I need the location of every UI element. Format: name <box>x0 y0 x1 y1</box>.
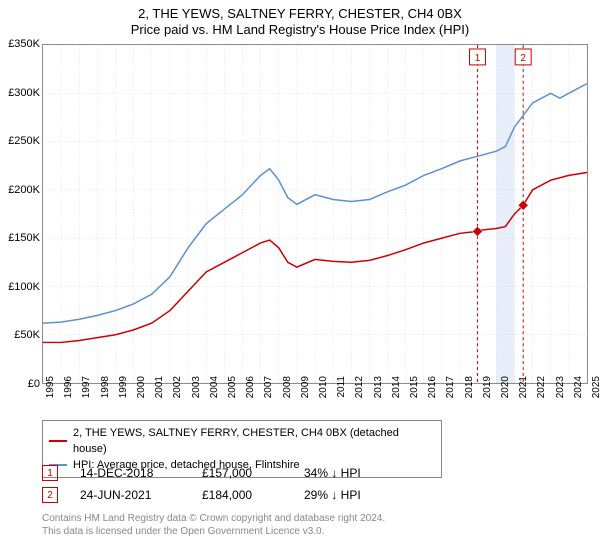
x-axis-tick-label: 1996 <box>63 376 74 416</box>
svg-text:2: 2 <box>520 53 526 64</box>
transactions-table: 1 14-DEC-2018 £157,000 34% ↓ HPI 2 24-JU… <box>42 462 384 506</box>
transaction-date: 14-DEC-2018 <box>80 466 180 480</box>
transaction-date: 24-JUN-2021 <box>80 488 180 502</box>
x-axis-tick-label: 2018 <box>464 376 475 416</box>
y-axis-tick-label: £0 <box>28 378 40 390</box>
x-axis-tick-label: 2005 <box>227 376 238 416</box>
x-axis-tick-label: 2017 <box>445 376 456 416</box>
footer-line: Contains HM Land Registry data © Crown c… <box>42 512 385 525</box>
chart-svg: 12 <box>43 45 587 383</box>
x-axis-tick-label: 2003 <box>191 376 202 416</box>
transaction-price: £184,000 <box>202 488 282 502</box>
transaction-badge: 2 <box>42 487 58 503</box>
price-chart: 12 <box>42 44 588 384</box>
x-axis-tick-label: 2007 <box>263 376 274 416</box>
x-axis-tick-label: 2019 <box>482 376 493 416</box>
x-axis-tick-label: 1997 <box>81 376 92 416</box>
x-axis-tick-label: 2020 <box>500 376 511 416</box>
footer-attribution: Contains HM Land Registry data © Crown c… <box>42 512 385 538</box>
transaction-delta: 34% ↓ HPI <box>304 466 384 480</box>
page-title-address: 2, THE YEWS, SALTNEY FERRY, CHESTER, CH4… <box>0 6 600 21</box>
x-axis-tick-label: 2021 <box>518 376 529 416</box>
x-axis-tick-label: 2014 <box>391 376 402 416</box>
y-axis-tick-label: £200K <box>8 184 40 196</box>
x-axis-tick-label: 2006 <box>245 376 256 416</box>
x-axis-tick-label: 1999 <box>118 376 129 416</box>
x-axis-tick-label: 2001 <box>154 376 165 416</box>
y-axis-tick-label: £50K <box>14 329 40 341</box>
x-axis-tick-label: 2011 <box>336 376 347 416</box>
x-axis-tick-label: 2002 <box>172 376 183 416</box>
y-axis-tick-label: £100K <box>8 281 40 293</box>
x-axis-tick-label: 2000 <box>136 376 147 416</box>
footer-line: This data is licensed under the Open Gov… <box>42 525 385 538</box>
svg-text:1: 1 <box>475 53 481 64</box>
legend-label-property: 2, THE YEWS, SALTNEY FERRY, CHESTER, CH4… <box>73 425 435 457</box>
page-title-sub: Price paid vs. HM Land Registry's House … <box>0 22 600 37</box>
transaction-price: £157,000 <box>202 466 282 480</box>
table-row: 2 24-JUN-2021 £184,000 29% ↓ HPI <box>42 484 384 506</box>
x-axis-tick-label: 2016 <box>427 376 438 416</box>
x-axis-tick-label: 2022 <box>536 376 547 416</box>
x-axis-tick-label: 1998 <box>100 376 111 416</box>
y-axis-tick-label: £150K <box>8 232 40 244</box>
table-row: 1 14-DEC-2018 £157,000 34% ↓ HPI <box>42 462 384 484</box>
x-axis-tick-label: 2023 <box>555 376 566 416</box>
y-axis-tick-label: £250K <box>8 135 40 147</box>
x-axis-tick-label: 2024 <box>573 376 584 416</box>
legend-swatch-property <box>49 440 67 442</box>
x-axis-tick-label: 1995 <box>45 376 56 416</box>
x-axis-tick-label: 2004 <box>209 376 220 416</box>
transaction-delta: 29% ↓ HPI <box>304 488 384 502</box>
y-axis-tick-label: £300K <box>8 87 40 99</box>
x-axis-tick-label: 2009 <box>300 376 311 416</box>
x-axis-tick-label: 2010 <box>318 376 329 416</box>
x-axis-tick-label: 2025 <box>591 376 600 416</box>
x-axis-tick-label: 2012 <box>354 376 365 416</box>
x-axis-tick-label: 2015 <box>409 376 420 416</box>
y-axis-tick-label: £350K <box>8 38 40 50</box>
x-axis-tick-label: 2008 <box>282 376 293 416</box>
x-axis-tick-label: 2013 <box>373 376 384 416</box>
transaction-badge: 1 <box>42 465 58 481</box>
